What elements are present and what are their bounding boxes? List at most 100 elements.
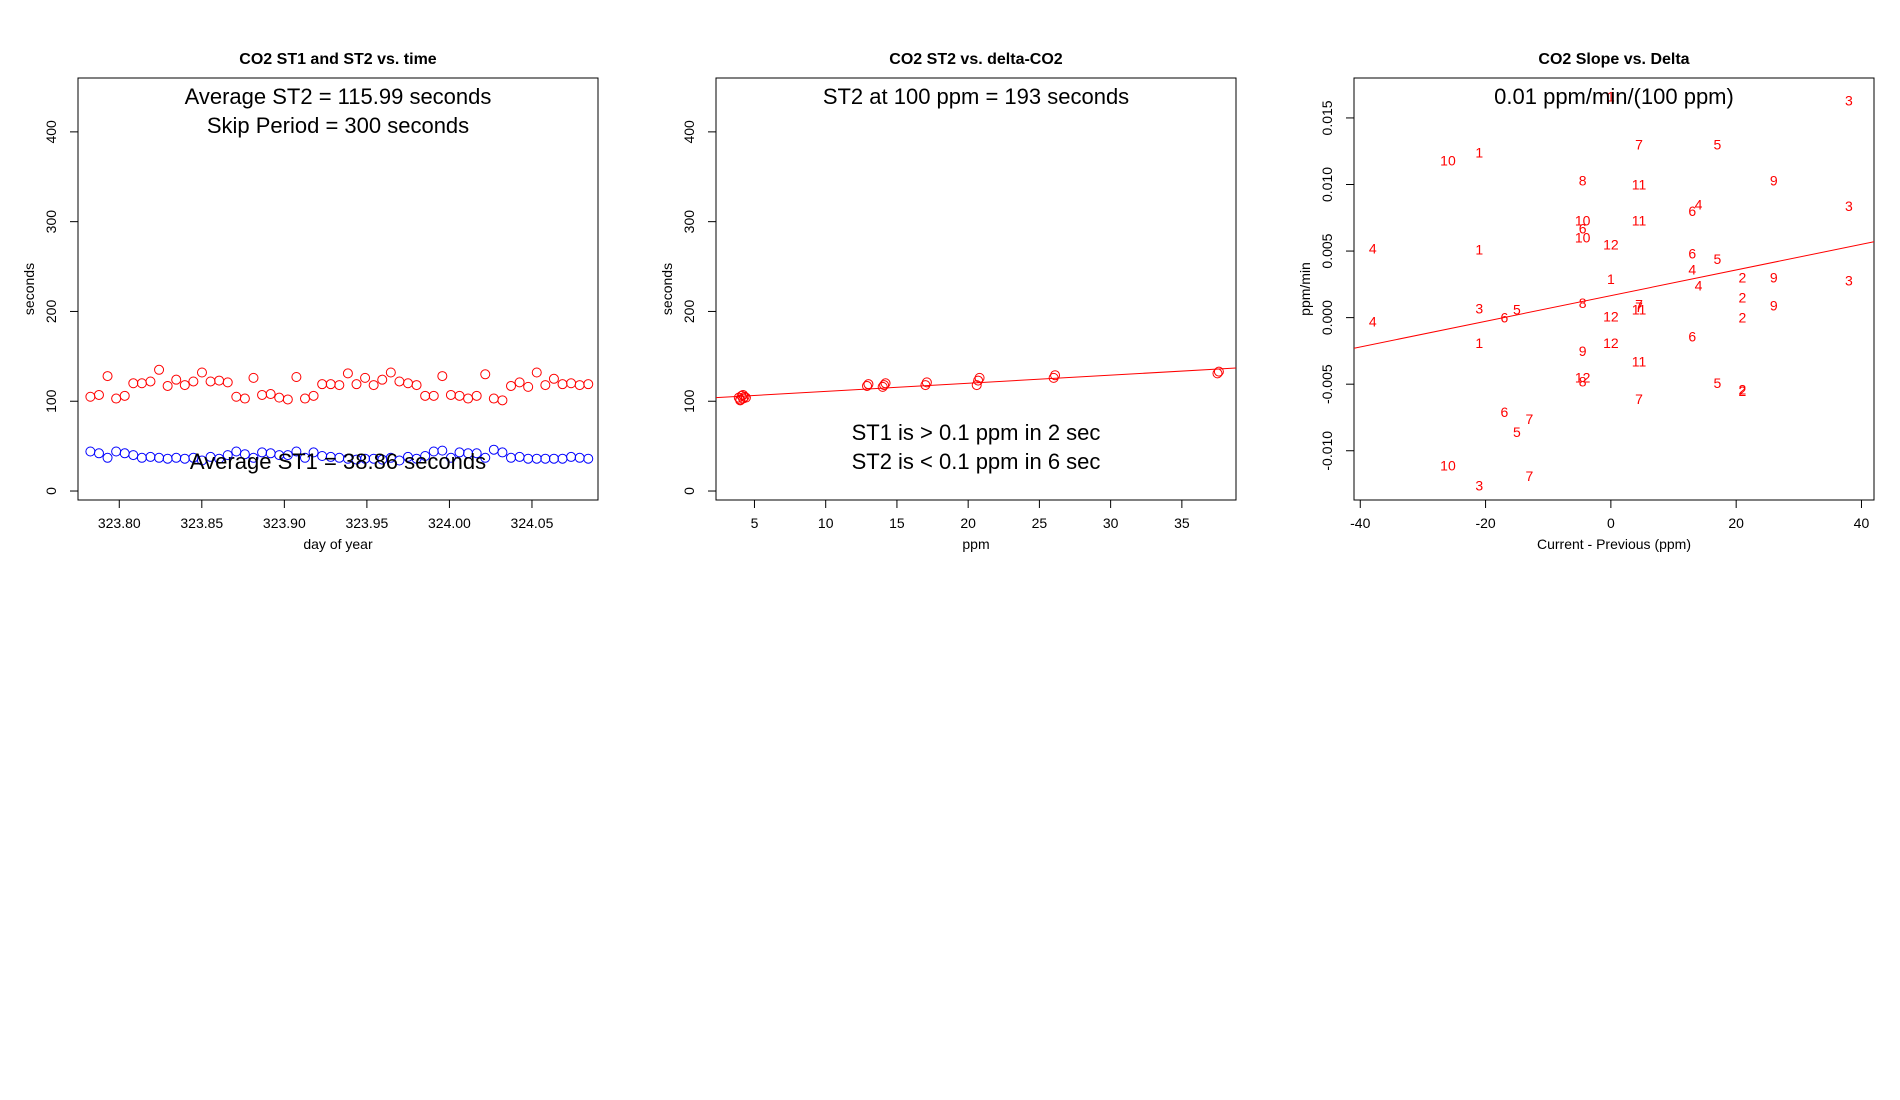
data-point-label: 6 <box>1500 310 1508 326</box>
data-point-st2 <box>222 377 233 388</box>
data-point-label: 6 <box>1688 246 1696 262</box>
x-tick-label: 324.05 <box>511 515 554 531</box>
data-point-st2 <box>523 381 534 392</box>
data-point-st2 <box>880 378 891 389</box>
data-point-label: 10 <box>1440 153 1456 169</box>
data-point-st2 <box>1048 372 1059 383</box>
data-point-st2 <box>971 380 982 391</box>
data-point-label: 12 <box>1603 308 1619 324</box>
data-point-st2 <box>257 389 268 400</box>
data-point-st2 <box>128 378 139 389</box>
y-tick-label: 300 <box>681 210 697 234</box>
data-point-st2 <box>454 390 465 401</box>
data-point-label: 9 <box>1770 270 1778 286</box>
data-point-label: 1 <box>1475 242 1483 258</box>
data-point-label: 10 <box>1575 230 1591 246</box>
data-point-label: 2 <box>1739 290 1747 306</box>
data-point-st1 <box>420 451 431 462</box>
x-tick-label: 324.00 <box>428 515 471 531</box>
data-point-label: 11 <box>1632 302 1647 318</box>
data-point-label: 3 <box>1475 300 1483 316</box>
data-point-st1 <box>540 453 551 464</box>
data-point-st1 <box>445 452 456 463</box>
plot-data-group <box>716 366 1236 406</box>
data-point-label: 1 <box>1607 89 1615 105</box>
data-point-st2 <box>738 389 749 400</box>
data-point-label: 2 <box>1739 382 1747 398</box>
annotation-st2-note: ST2 is < 0.1 ppm in 6 sec <box>852 449 1101 474</box>
data-point-label: 1 <box>1607 271 1615 287</box>
data-point-st2 <box>471 390 482 401</box>
data-point-st1 <box>128 450 139 461</box>
data-point-st2 <box>740 392 751 403</box>
data-point-st2 <box>282 394 293 405</box>
x-tick-label: 35 <box>1174 515 1190 531</box>
x-axis-label: day of year <box>303 536 373 552</box>
data-point-st1 <box>248 452 259 463</box>
data-point-st1 <box>548 453 559 464</box>
data-point-st2 <box>862 380 873 391</box>
data-point-st1 <box>583 453 594 464</box>
data-point-st2 <box>428 390 439 401</box>
y-tick-label: 100 <box>43 389 59 413</box>
data-point-st1 <box>574 452 585 463</box>
data-point-st1 <box>480 452 491 463</box>
annotation-avg-st2: Average ST2 = 115.99 seconds <box>185 84 492 109</box>
data-point-st1 <box>282 450 293 461</box>
data-point-st1 <box>136 452 147 463</box>
chart-title: CO2 ST2 vs. delta-CO2 <box>889 51 1062 68</box>
data-point-st2 <box>574 380 585 391</box>
data-point-st1 <box>557 453 568 464</box>
data-point-st1 <box>291 446 302 457</box>
data-point-st2 <box>377 374 388 385</box>
data-point-st2 <box>557 379 568 390</box>
x-tick-label: 323.85 <box>180 515 223 531</box>
data-point-st2 <box>265 389 276 400</box>
data-point-st2 <box>325 379 336 390</box>
data-point-st2 <box>420 390 431 401</box>
data-point-st2 <box>497 395 508 406</box>
data-point-label: 12 <box>1603 335 1619 351</box>
x-axis-label: Current - Previous (ppm) <box>1537 536 1691 552</box>
annotation-skip-period: Skip Period = 300 seconds <box>207 113 469 138</box>
data-point-st1 <box>214 453 225 464</box>
data-point-st2 <box>514 377 525 388</box>
data-point-st2 <box>973 375 984 386</box>
data-point-label: 5 <box>1513 302 1521 318</box>
plot-data-group: 1110441311038101068912812112127111171171… <box>1354 89 1874 493</box>
data-point-st2 <box>274 392 285 403</box>
data-point-label: 9 <box>1770 298 1778 314</box>
annotation-st2-100: ST2 at 100 ppm = 193 seconds <box>823 84 1129 109</box>
data-point-st2 <box>368 380 379 391</box>
data-point-st2 <box>231 391 242 402</box>
y-tick-label: 0 <box>43 487 59 495</box>
data-point-label: 3 <box>1845 272 1853 288</box>
data-point-label: 4 <box>1369 314 1377 330</box>
data-point-label: 3 <box>1475 477 1483 493</box>
data-point-st2 <box>205 376 216 387</box>
y-tick-label: 400 <box>43 120 59 144</box>
data-point-label: 5 <box>1713 375 1721 391</box>
data-point-st2 <box>248 372 259 383</box>
y-tick-label: 0.005 <box>1319 233 1335 268</box>
data-point-st1 <box>196 455 207 466</box>
y-tick-label: -0.010 <box>1319 431 1335 471</box>
data-point-st2 <box>583 379 594 390</box>
data-point-st2 <box>394 376 405 387</box>
data-point-label: 3 <box>1845 198 1853 214</box>
x-tick-label: 25 <box>1032 515 1048 531</box>
data-point-label: 4 <box>1369 240 1377 256</box>
data-point-st2 <box>291 371 302 382</box>
y-tick-label: 200 <box>681 300 697 324</box>
x-tick-label: -40 <box>1350 515 1370 531</box>
data-point-st2 <box>566 378 577 389</box>
data-point-st2 <box>445 389 456 400</box>
data-point-label: 8 <box>1579 173 1587 189</box>
chart-panel-2: CO2 ST2 vs. delta-CO2 5 10 15 20 25 30 35 0 100 20… <box>659 51 1237 552</box>
data-point-st2 <box>877 381 888 392</box>
x-tick-label: -20 <box>1475 515 1495 531</box>
data-point-st2 <box>214 375 225 386</box>
data-point-label: 6 <box>1688 203 1696 219</box>
data-point-st2 <box>480 369 491 380</box>
data-point-st1 <box>162 453 173 464</box>
